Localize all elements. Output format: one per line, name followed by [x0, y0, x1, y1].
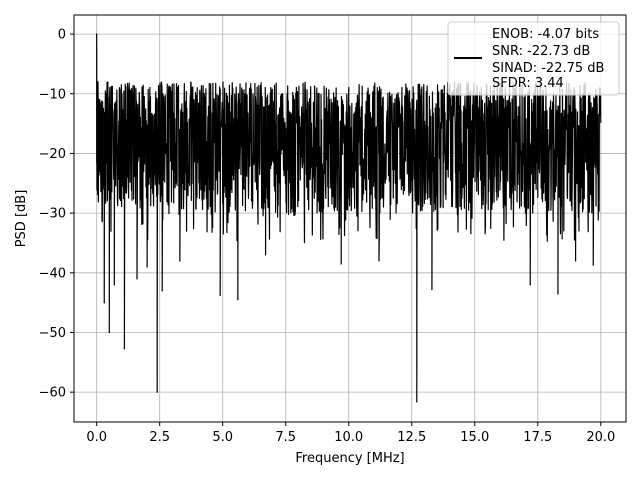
y-axis: 0 −10 −20 −30 −40 −50 −60: [39, 28, 74, 401]
x-tick-label: 15.0: [460, 430, 489, 445]
y-tick-label: −10: [39, 87, 66, 102]
psd-line: [96, 33, 602, 403]
legend-entry-snr: SNR: -22.73 dB: [492, 44, 590, 59]
psd-dip-point: [416, 401, 418, 403]
x-tick-label: 20.0: [586, 430, 615, 445]
x-tick-label: 5.0: [212, 430, 233, 445]
legend: ENOB: -4.07 bits SNR: -22.73 dB SINAD: -…: [447, 21, 620, 96]
psd-dip-point: [264, 254, 267, 256]
legend-entry-sinad: SINAD: -22.75 dB: [492, 61, 604, 76]
x-tick-label: 17.5: [523, 430, 552, 445]
x-tick-label: 2.5: [149, 430, 170, 445]
psd-dip-point: [156, 391, 158, 393]
x-axis: 0.0 2.5 5.0 7.5 10.0 12.5 15.0 17.5 20.0: [86, 422, 615, 445]
psd-peak-point: [96, 33, 98, 35]
x-tick-label: 10.0: [334, 430, 363, 445]
psd-dip-point: [574, 260, 577, 262]
psd-dip-point: [592, 264, 594, 266]
psd-dip-point: [108, 331, 110, 334]
x-tick-label: 0.0: [86, 430, 107, 445]
psd-dip-point: [557, 293, 559, 295]
psd-dip-point: [161, 290, 163, 292]
y-tick-label: 0: [58, 28, 66, 43]
y-tick-label: −20: [39, 147, 66, 162]
psd-dip-point: [113, 284, 115, 286]
y-tick-label: −40: [39, 266, 66, 281]
y-tick-label: −60: [39, 386, 66, 401]
x-tick-label: 7.5: [275, 430, 296, 445]
psd-dip-point: [219, 294, 221, 297]
legend-entry-enob: ENOB: -4.07 bits: [492, 27, 599, 42]
y-axis-label: PSD [dB]: [14, 190, 29, 248]
psd-dip-point: [136, 278, 138, 280]
psd-dip-point: [179, 260, 181, 262]
psd-peak-point: [97, 81, 99, 83]
psd-dip-point: [103, 302, 105, 304]
legend-entry-sfdr: SFDR: 3.44: [492, 76, 564, 91]
y-tick-label: −50: [39, 326, 66, 341]
psd-series: [96, 33, 602, 403]
legend-box: [447, 21, 620, 96]
y-tick-label: −30: [39, 207, 66, 222]
psd-dip-point: [431, 288, 433, 291]
psd-dip-point: [378, 260, 380, 262]
psd-dip-point: [340, 263, 342, 265]
psd-dip-point: [237, 299, 239, 301]
psd-dip-point: [146, 266, 148, 268]
psd-dip-point: [529, 284, 531, 286]
psd-dip-point: [123, 347, 126, 350]
plot-frame: [73, 14, 627, 423]
x-tick-label: 12.5: [397, 430, 426, 445]
x-axis-label: Frequency [MHz]: [295, 451, 404, 466]
